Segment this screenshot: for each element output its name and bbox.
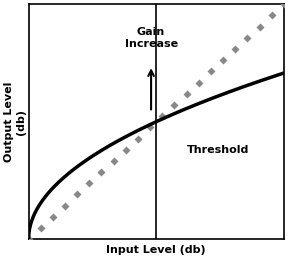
X-axis label: Input Level (db): Input Level (db) <box>106 245 206 255</box>
Text: Threshold: Threshold <box>187 145 249 155</box>
Text: Gain
Increase: Gain Increase <box>124 27 178 49</box>
Y-axis label: Output Level
(db): Output Level (db) <box>4 82 26 162</box>
